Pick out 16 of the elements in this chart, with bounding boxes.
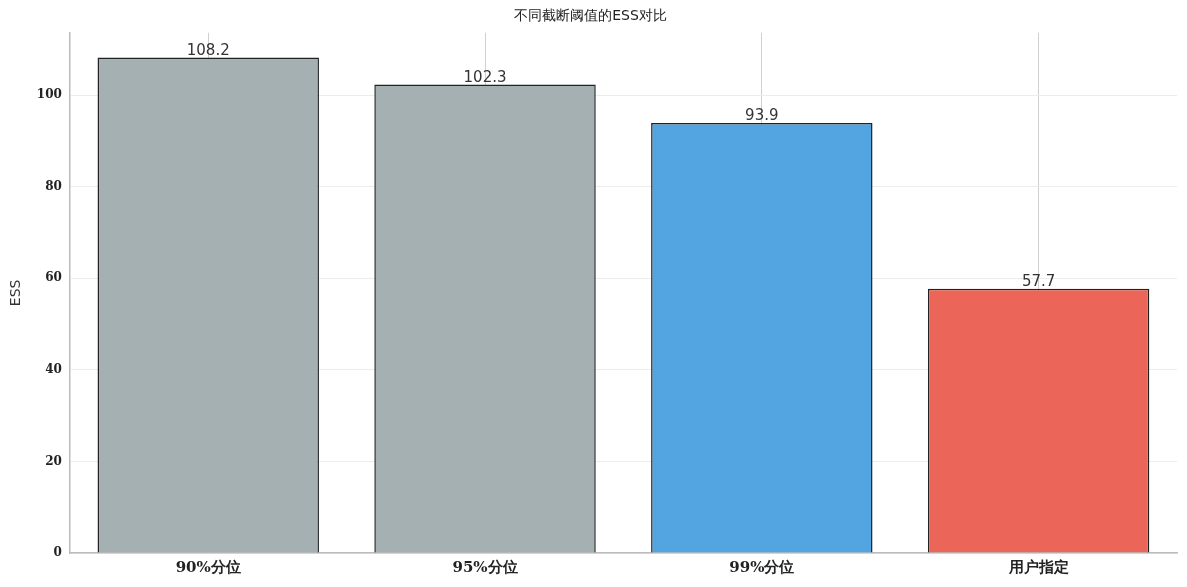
data-label: 102.3	[463, 67, 507, 86]
data-label: 108.2	[186, 40, 230, 59]
y-tick-label: 60	[45, 270, 62, 285]
data-label: 57.7	[1021, 272, 1056, 291]
y-axis-title: ESS	[7, 279, 24, 307]
x-tick-label: 用户指定	[1007, 557, 1069, 576]
y-tick-label: 40	[45, 361, 62, 376]
x-tick-label: 90%分位	[175, 557, 241, 576]
x-tick-label: 99%分位	[729, 557, 795, 576]
data-label: 93.9	[745, 106, 779, 125]
chart-title: 不同截断阈值的ESS对比	[514, 7, 667, 24]
x-tick-label: 95%分位	[452, 557, 518, 576]
y-tick-label: 80	[45, 178, 62, 193]
y-tick-label: 20	[45, 453, 62, 468]
y-tick-label: 0	[53, 545, 62, 560]
y-tick-label: 100	[36, 87, 62, 102]
